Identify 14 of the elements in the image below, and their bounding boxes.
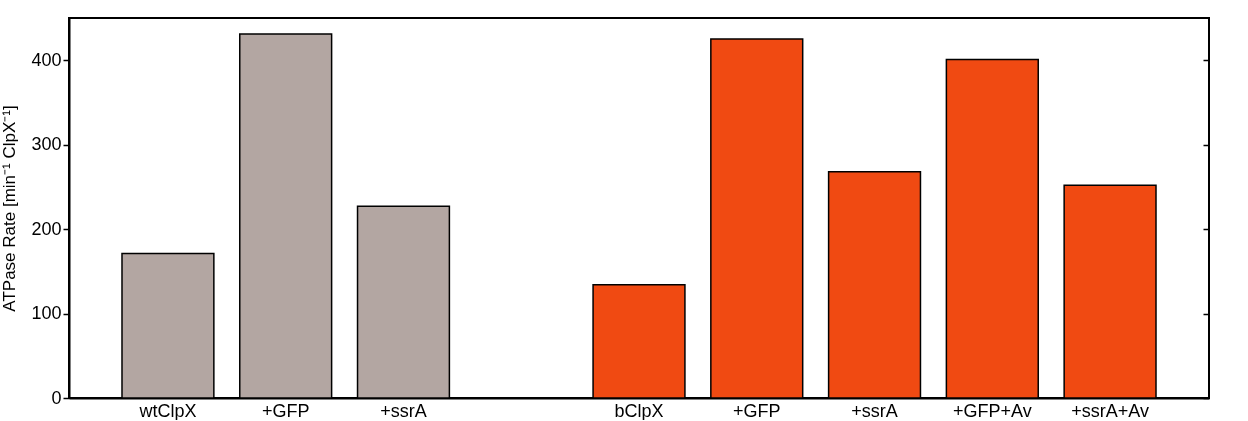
x-tick-label: +ssrA [380,400,427,421]
y-tick-label: 300 [31,134,62,155]
x-tick-label: bClpX [614,400,664,421]
x-tick-label: +GFP [261,400,310,421]
y-tick-label: 400 [31,49,62,70]
x-tick-label: +ssrA+Av [1071,400,1149,421]
x-tick-label: +GFP [733,400,781,421]
x-tick-label: +ssrA [851,400,898,421]
y-tick-label: 100 [31,303,62,324]
x-tick-label: +GFP+Av [952,400,1032,421]
y-tick-label: 200 [31,218,62,239]
y-tick-label: 0 [51,387,62,408]
y-axis-title: ATPase Rate [min⁻¹ ClpX⁻¹] [0,105,20,312]
x-tick-label: wtClpX [138,400,197,421]
